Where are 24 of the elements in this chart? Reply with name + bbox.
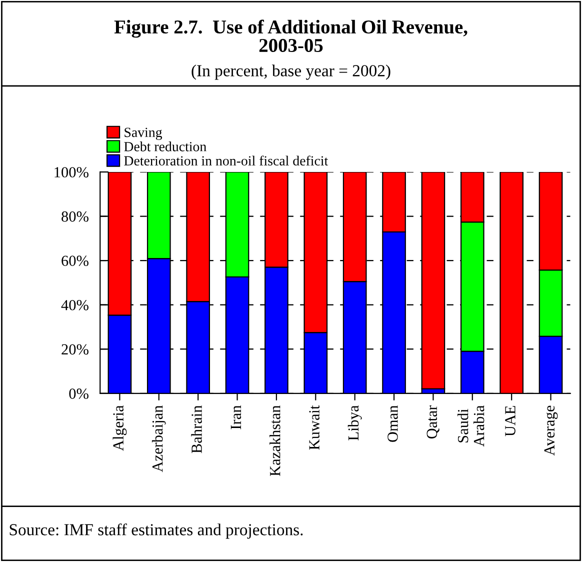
x-tick-label: Qatar xyxy=(426,405,440,439)
legend-label: Saving xyxy=(124,128,162,140)
y-tick-label: 60% xyxy=(62,256,88,266)
x-tick-label: Libya xyxy=(348,405,362,440)
y-tick-label: 40% xyxy=(61,300,88,310)
x-tick-label: Saudi Arabia xyxy=(457,405,484,447)
y-tick-label: 100% xyxy=(54,167,88,178)
x-tick-label: Oman xyxy=(388,405,398,442)
source-note: Source: IMF staff estimates and projections. xyxy=(10,523,303,539)
y-tick-label: 20% xyxy=(62,344,88,355)
legend-label: Deterioration in non-oil fiscal deficit xyxy=(124,156,328,166)
legend-label: Debt reduction xyxy=(124,142,206,152)
x-tick-label: Kazakhstan xyxy=(270,405,280,476)
chart-title: Figure 2.7. Use of Additional Oil Revenue, 2003-05 xyxy=(114,20,468,52)
x-tick-label: Algeria xyxy=(112,405,127,451)
y-tick-label: 0% xyxy=(69,388,88,399)
chart-subtitle: (In percent, base year = 2002) xyxy=(192,64,390,80)
x-tick-label: Bahrain xyxy=(191,405,202,454)
x-tick-label: Average xyxy=(544,406,558,456)
x-tick-label: UAE xyxy=(505,406,516,436)
x-tick-label: Iran xyxy=(230,405,242,430)
x-tick-label: Kuwait xyxy=(309,405,320,450)
y-tick-label: 80% xyxy=(62,211,88,222)
x-tick-label: Azerbaijan xyxy=(152,405,166,472)
